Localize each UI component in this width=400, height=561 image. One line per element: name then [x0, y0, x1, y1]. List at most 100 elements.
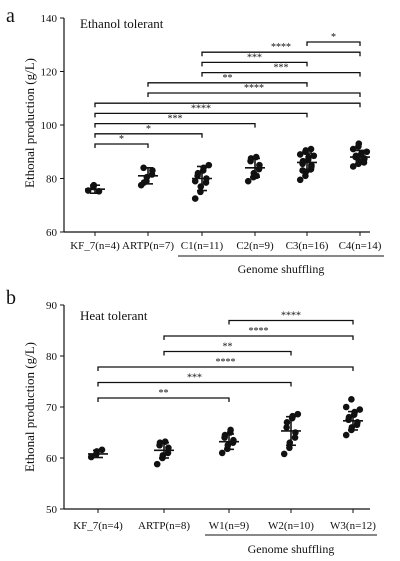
data-point: [227, 426, 234, 434]
x-tick-label: C3(n=16): [286, 240, 329, 252]
significance-label: ****: [244, 83, 264, 94]
data-point: [165, 444, 172, 452]
data-point: [345, 413, 353, 421]
data-point: [197, 183, 205, 190]
significance-bracket: [94, 133, 203, 138]
panel-label-a: a: [6, 5, 15, 27]
data-point: [194, 169, 202, 177]
data-point: [342, 431, 350, 439]
panel-a-ylabel: Ethonal production (g/L): [22, 58, 37, 188]
data-point: [291, 434, 299, 441]
data-point: [348, 396, 355, 403]
significance-label: ***: [187, 373, 202, 384]
significance-label: ****: [249, 326, 269, 337]
data-point: [280, 450, 288, 458]
significance-label: **: [223, 73, 233, 84]
significance-bracket: [97, 366, 354, 371]
data-point: [296, 151, 304, 158]
data-point: [342, 403, 350, 411]
data-point: [161, 438, 169, 445]
data-point: [149, 167, 156, 174]
data-point: [87, 453, 95, 461]
group-label: Genome shuffling: [238, 262, 325, 276]
significance-bracket: [94, 143, 149, 148]
significance-bracket: [201, 71, 361, 77]
significance-label: *: [119, 134, 124, 145]
significance-bracket: [228, 319, 354, 325]
panel-a-annotation: Ethanol tolerant: [80, 16, 164, 31]
x-tick-label: ARTP(n=8): [138, 520, 190, 532]
significance-label: ****: [216, 357, 236, 368]
panel-a-plot: 60 80 100 120 140 KF_7(n=4) ARTP(n=7) C1(n=11) C…: [41, 13, 384, 276]
data-point: [256, 161, 263, 169]
panel-a: a Ethanol tolerant Ethonal production (g…: [6, 5, 384, 276]
data-point: [356, 406, 364, 413]
panel-b-annotation: Heat tolerant: [80, 308, 148, 323]
x-tick-label: ARTP(n=7): [122, 240, 174, 252]
y-tick-label: 140: [41, 13, 58, 25]
significance-bracket: [147, 82, 308, 87]
x-tick-label: KF_7(n=4): [70, 240, 120, 252]
data-point: [294, 410, 302, 418]
data-point: [191, 195, 199, 202]
significance-bracket: [94, 102, 361, 108]
y-tick-label: 80: [46, 174, 58, 186]
data-point: [363, 148, 371, 156]
data-point: [140, 179, 148, 186]
y-tick-label: 70: [46, 402, 58, 414]
data-point: [218, 449, 226, 457]
y-tick-label: 120: [41, 67, 58, 79]
significance-label: *: [146, 124, 151, 135]
data-point: [191, 177, 199, 185]
x-tick-label: C4(n=14): [339, 240, 382, 252]
data-point: [299, 167, 306, 174]
data-point: [302, 147, 310, 154]
significance-label: *: [331, 32, 336, 43]
data-point: [244, 177, 252, 185]
data-point: [205, 161, 213, 169]
panel-b: b Heat tolerant Ethonal production (g/L)…: [6, 287, 377, 556]
x-tick-label: W3(n=12): [330, 520, 376, 532]
significance-bracket: [163, 335, 354, 340]
group-label: Genome shuffling: [248, 542, 335, 556]
data-point: [283, 424, 290, 431]
significance-bracket: [94, 112, 308, 118]
significance-bracket: [97, 397, 230, 402]
data-point: [355, 140, 363, 148]
significance-bracket: [163, 350, 292, 356]
significance-label: ****: [191, 103, 211, 114]
data-point: [252, 153, 260, 161]
significance-bracket: [147, 92, 361, 97]
data-point: [286, 444, 293, 452]
y-tick-label: 80: [46, 351, 58, 363]
data-point: [349, 163, 357, 170]
data-point: [308, 161, 315, 169]
significance-bracket: [94, 122, 256, 128]
data-point: [283, 419, 291, 426]
panel-label-b: b: [6, 287, 16, 309]
panel-b-ylabel: Ethonal production (g/L): [22, 342, 37, 472]
data-point: [296, 176, 304, 184]
data-point: [310, 152, 318, 160]
significance-label: **: [223, 342, 233, 353]
y-tick-label: 60: [46, 453, 58, 465]
significance-label: ***: [274, 63, 289, 74]
significance-label: ****: [281, 311, 301, 322]
significance-label: ***: [247, 52, 262, 63]
y-tick-label: 60: [46, 227, 58, 239]
data-point: [164, 449, 172, 457]
significance-label: ****: [271, 42, 291, 53]
data-point: [307, 145, 315, 153]
x-tick-label: C2(n=9): [236, 240, 274, 252]
significance-bracket: [97, 381, 292, 387]
significance-bracket: [306, 41, 361, 46]
data-point: [349, 145, 357, 153]
significance-bracket: [201, 51, 361, 57]
x-tick-label: KF_7(n=4): [73, 520, 123, 532]
data-point: [153, 460, 161, 468]
panel-b-plot: 50 60 70 80 90 KF_7(n=4) ARTP(n=8) W1(n=9) W2(n=…: [46, 300, 377, 556]
significance-bracket: [201, 61, 308, 67]
x-tick-label: W1(n=9): [209, 520, 250, 532]
significance-label: ***: [168, 114, 183, 125]
y-tick-label: 90: [46, 300, 58, 312]
